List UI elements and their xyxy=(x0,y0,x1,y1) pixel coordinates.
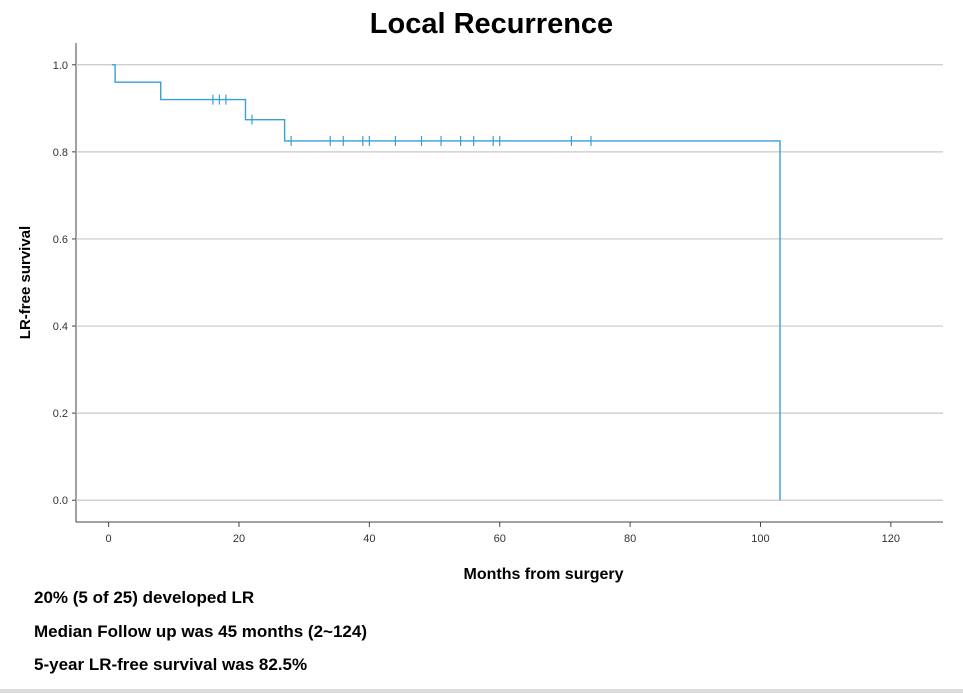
y-tick-label: 0.4 xyxy=(53,321,68,333)
x-tick-label: 120 xyxy=(882,533,900,545)
y-axis-title: LR-free survival xyxy=(17,226,34,339)
x-tick-label: 20 xyxy=(233,533,245,545)
x-axis-title: Months from surgery xyxy=(463,566,623,583)
y-tick-label: 0.2 xyxy=(53,408,68,420)
y-tick-label: 0.6 xyxy=(53,234,68,246)
chart-title: Local Recurrence xyxy=(369,8,614,40)
note-median-follow-up: Median Follow up was 45 months (2~124) xyxy=(34,622,367,641)
x-tick-label: 0 xyxy=(106,533,112,545)
x-tick-label: 40 xyxy=(363,533,375,545)
y-tick-label: 0.0 xyxy=(53,495,68,507)
x-tick-label: 100 xyxy=(751,533,769,545)
survival-curve xyxy=(111,64,781,501)
x-tick-label: 60 xyxy=(494,533,506,545)
bottom-divider xyxy=(0,689,963,693)
km-plot: 0.0 0.2 0.4 0.6 0.8 1.0 0 20 40 60 80 100 120 Months … xyxy=(17,43,943,583)
y-tick-label: 0.8 xyxy=(53,147,68,159)
x-tick-label: 80 xyxy=(624,533,636,545)
note-five-year-survival: 5-year LR-free survival was 82.5% xyxy=(34,655,308,674)
y-tick-label: 1.0 xyxy=(53,60,68,72)
note-lr-developed: 20% (5 of 25) developed LR xyxy=(34,588,255,607)
